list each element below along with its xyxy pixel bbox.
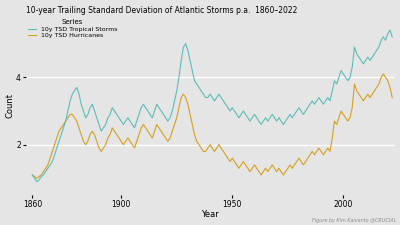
10y TSD Tropical Storms <box>132 126 137 129</box>
Y-axis label: Count: Count <box>6 93 14 118</box>
10y TSD Hurricanes <box>132 147 137 149</box>
10y TSD Hurricanes <box>365 93 370 96</box>
10y TSD Hurricanes <box>314 150 319 153</box>
10y TSD Tropical Storms <box>390 36 395 38</box>
10y TSD Hurricanes <box>34 177 39 180</box>
10y TSD Tropical Storms <box>30 174 35 176</box>
10y TSD Hurricanes <box>390 96 395 99</box>
Text: Figure by Kim Kaivanto @CRUCIAL: Figure by Kim Kaivanto @CRUCIAL <box>312 218 396 223</box>
10y TSD Tropical Storms <box>341 73 346 75</box>
10y TSD Tropical Storms <box>194 83 199 86</box>
10y TSD Hurricanes <box>30 174 35 176</box>
Line: 10y TSD Hurricanes: 10y TSD Hurricanes <box>32 74 392 178</box>
10y TSD Tropical Storms <box>34 180 39 183</box>
Line: 10y TSD Tropical Storms: 10y TSD Tropical Storms <box>32 30 392 182</box>
Legend: 10y TSD Tropical Storms, 10y TSD Hurricanes: 10y TSD Tropical Storms, 10y TSD Hurrica… <box>27 18 118 40</box>
10y TSD Hurricanes <box>194 140 199 143</box>
10y TSD Hurricanes <box>294 160 299 163</box>
10y TSD Tropical Storms <box>388 29 392 32</box>
X-axis label: Year: Year <box>201 210 219 219</box>
10y TSD Hurricanes <box>381 73 386 75</box>
10y TSD Tropical Storms <box>365 56 370 58</box>
10y TSD Tropical Storms <box>294 110 299 112</box>
10y TSD Tropical Storms <box>314 99 319 102</box>
Text: 10-year Trailing Standard Deviation of Atlantic Storms p.a.  1860–2022: 10-year Trailing Standard Deviation of A… <box>26 6 297 15</box>
10y TSD Hurricanes <box>341 113 346 116</box>
